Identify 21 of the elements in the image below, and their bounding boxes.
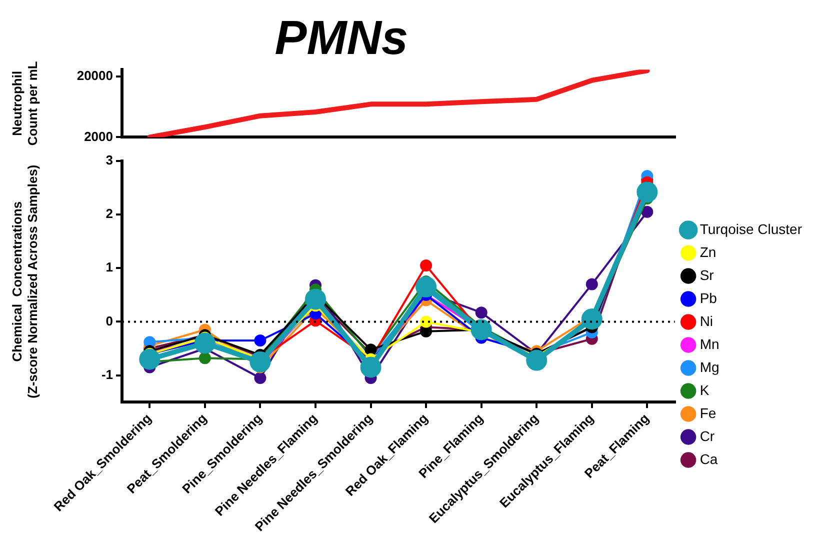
y-tick-label: 2000: [84, 128, 113, 144]
legend-label: Sr: [700, 266, 714, 283]
y-axis-title: Neutrophil Count per mL: [9, 61, 40, 146]
legend-label: Mg: [700, 358, 720, 375]
y-tick-label: 0: [106, 313, 113, 328]
legend-label: Ni: [700, 312, 714, 329]
chart-title: PMNs: [274, 12, 408, 66]
y-tick-label: 3: [106, 152, 113, 168]
legend-label: Mn: [700, 336, 720, 352]
legend-label: Zn: [700, 244, 716, 260]
legend-label: Ca: [700, 450, 718, 467]
legend-label: Cr: [700, 428, 715, 444]
legend-label: K: [700, 382, 710, 398]
y-tick-label: 20000: [76, 68, 113, 84]
legend-label: Fe: [700, 404, 716, 421]
y-tick-label: 1: [106, 260, 113, 275]
y-axis-title: Chemical Concentrations (Z-score Normalized Across Samples): [9, 164, 40, 398]
y-tick-label: -1: [101, 366, 113, 382]
legend-label: Pb: [700, 290, 718, 306]
legend-label: Turqoise Cluster: [700, 220, 802, 237]
y-tick-label: 2: [106, 206, 113, 222]
